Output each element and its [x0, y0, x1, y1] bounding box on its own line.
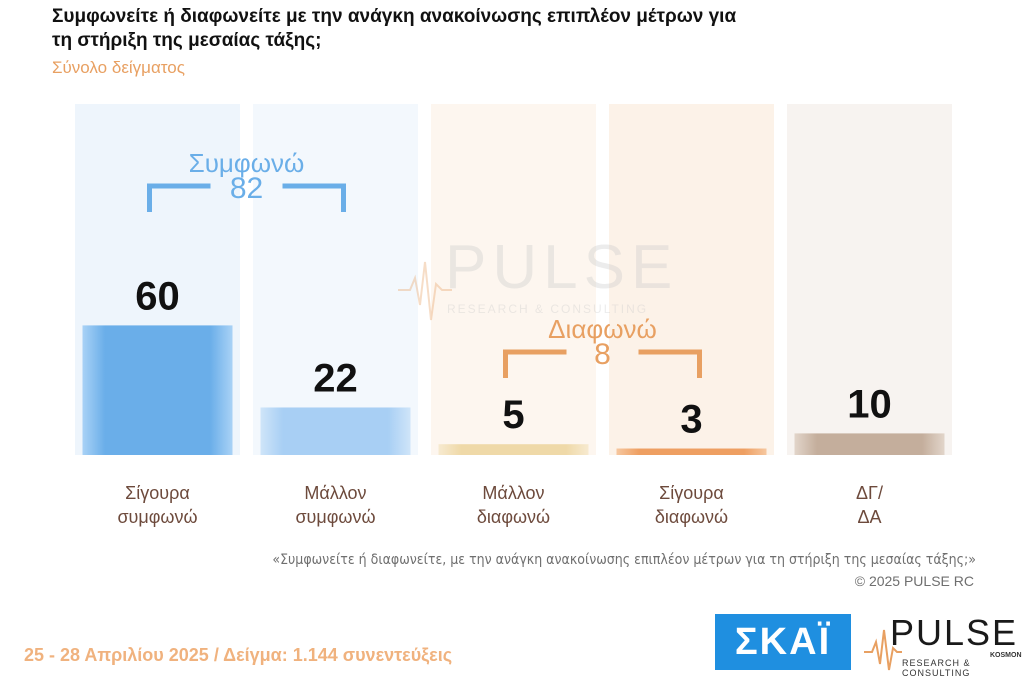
group-bracket [147, 183, 346, 212]
group-label: Συμφωνώ [189, 148, 305, 178]
category-label: Μάλλον συμφωνώ [295, 483, 376, 527]
bar-value-label: 5 [502, 393, 524, 437]
watermark-subtext: RESEARCH & CONSULTING [447, 302, 648, 316]
group-total: 82 [230, 172, 263, 205]
group-bracket [503, 349, 702, 378]
chart-subtitle: Σύνολο δείγματος [52, 58, 185, 77]
category-label: Μάλλον διαφωνώ [476, 483, 551, 527]
footer-fieldwork: 25 - 28 Απριλίου 2025 / Δείγμα: 1.144 συ… [24, 645, 453, 665]
bar-value-label: 60 [135, 274, 180, 318]
pulse-logo: PULSE KOSMON RESEARCH & CONSULTING [862, 612, 1022, 678]
chart-title: Συμφωνείτε ή διαφωνείτε με την ανάγκη αν… [52, 6, 737, 51]
source-quote: «Συμφωνείτε ή διαφωνείτε, με την ανάγκη … [272, 552, 976, 568]
bar-value-label: 3 [680, 398, 702, 442]
category-label: Σίγουρα διαφωνώ [654, 483, 729, 527]
column-background [431, 104, 596, 455]
pulse-logo-subtext: RESEARCH & CONSULTING [902, 658, 971, 678]
watermark-text: PULSE [445, 233, 678, 302]
bar [794, 433, 945, 455]
skai-logo: ΣΚΑΪ [715, 614, 851, 670]
pulse-logo-text: PULSE [890, 612, 1019, 653]
bar [82, 325, 233, 455]
bar [616, 448, 767, 455]
category-label: Σίγουρα συμφωνώ [117, 483, 198, 527]
bar [438, 444, 589, 455]
column-background [609, 104, 774, 455]
column-background [253, 104, 418, 455]
copyright: © 2025 PULSE RC [854, 573, 974, 589]
watermark-pulse-line [398, 261, 452, 321]
column-background [787, 104, 952, 455]
group-total: 8 [594, 338, 611, 371]
category-label: ΔΓ/ΔΑ [856, 483, 883, 527]
pulse-logo-kosmos: KOSMON [990, 652, 1022, 659]
bar-value-label: 10 [847, 382, 892, 426]
bar-value-label: 22 [313, 356, 358, 400]
bar [260, 407, 411, 455]
group-label: Διαφωνώ [548, 314, 657, 344]
